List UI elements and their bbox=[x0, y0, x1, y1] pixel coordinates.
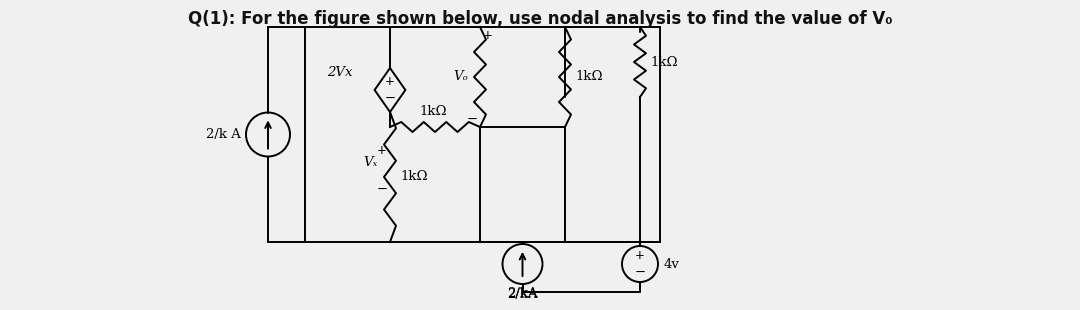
Text: +: + bbox=[386, 75, 395, 88]
Text: −: − bbox=[384, 92, 395, 105]
Text: 2/kA: 2/kA bbox=[508, 287, 538, 300]
Text: 2Vx: 2Vx bbox=[327, 67, 352, 79]
Text: 1kΩ: 1kΩ bbox=[400, 170, 428, 184]
Text: 2/k A: 2/k A bbox=[206, 128, 241, 141]
Text: 1kΩ: 1kΩ bbox=[650, 55, 677, 69]
Text: Vₒ: Vₒ bbox=[454, 70, 468, 83]
Text: Q(1): For the figure shown below, use nodal analysis to find the value of V₀: Q(1): For the figure shown below, use no… bbox=[188, 10, 892, 28]
Text: −: − bbox=[377, 183, 388, 196]
Text: −: − bbox=[467, 113, 477, 126]
Text: +: + bbox=[377, 144, 387, 157]
Text: −: − bbox=[634, 266, 646, 279]
Text: +: + bbox=[483, 29, 492, 42]
Text: 4v: 4v bbox=[664, 258, 680, 271]
Text: 1kΩ: 1kΩ bbox=[419, 105, 447, 118]
Text: 2/kA: 2/kA bbox=[508, 288, 538, 301]
Text: +: + bbox=[635, 250, 645, 262]
Text: 1kΩ: 1kΩ bbox=[575, 70, 603, 83]
Text: Vₓ: Vₓ bbox=[364, 157, 378, 170]
